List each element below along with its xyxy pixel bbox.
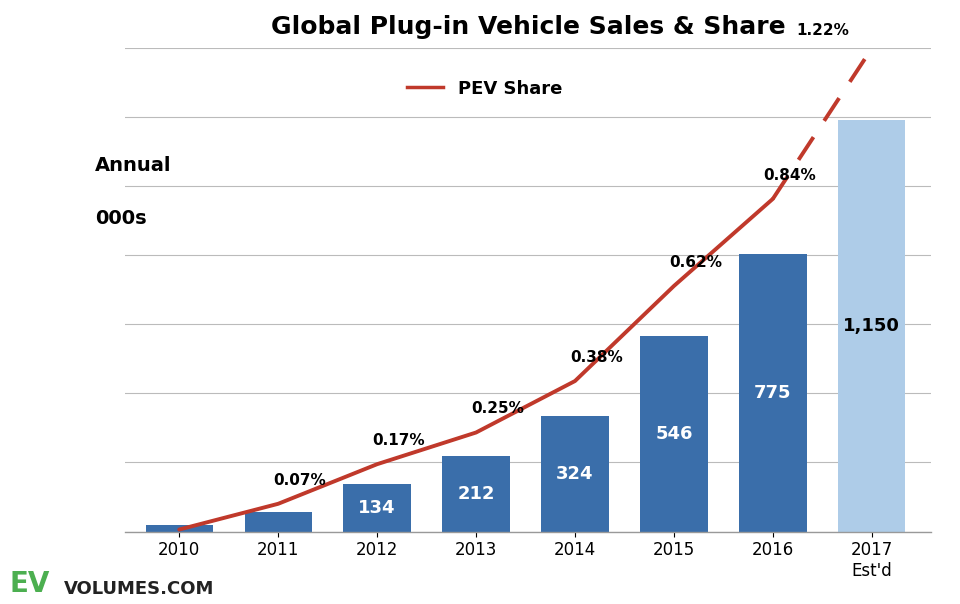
Text: 0.07%: 0.07% (274, 473, 326, 487)
Text: 0.84%: 0.84% (763, 168, 816, 183)
Text: 0.25%: 0.25% (471, 402, 524, 416)
Text: Annual: Annual (95, 156, 172, 175)
Text: 546: 546 (655, 425, 693, 443)
Text: 0.62%: 0.62% (669, 255, 722, 270)
Text: 212: 212 (457, 484, 494, 503)
Text: 1.22%: 1.22% (796, 22, 849, 37)
Text: 000s: 000s (95, 210, 147, 228)
Bar (541, 416, 609, 532)
Title: Global Plug-in Vehicle Sales & Share: Global Plug-in Vehicle Sales & Share (271, 16, 785, 39)
Text: 0.17%: 0.17% (372, 433, 424, 448)
Bar (245, 512, 312, 532)
Text: EV: EV (10, 570, 50, 598)
Legend: PEV Share: PEV Share (400, 72, 569, 106)
Text: 775: 775 (755, 384, 792, 402)
Bar (838, 120, 905, 532)
Bar (146, 525, 213, 532)
Text: 0.38%: 0.38% (570, 350, 623, 365)
Text: 1,150: 1,150 (844, 316, 900, 335)
Bar (739, 254, 806, 532)
Bar (344, 484, 411, 532)
Bar (443, 455, 510, 532)
Bar (640, 336, 708, 532)
Text: 324: 324 (556, 464, 593, 483)
Text: 134: 134 (358, 498, 396, 516)
Text: VOLUMES.COM: VOLUMES.COM (64, 580, 215, 598)
